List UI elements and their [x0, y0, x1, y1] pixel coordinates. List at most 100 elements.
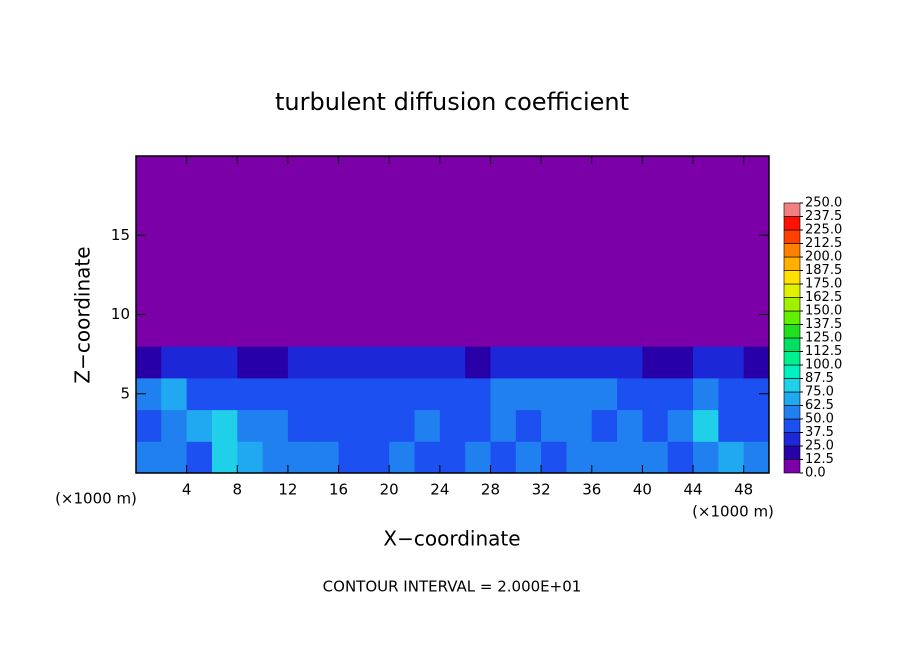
cell [186, 156, 213, 189]
cell [338, 377, 365, 411]
cell [414, 441, 441, 474]
cell [363, 409, 390, 442]
y-tick-label: 5 [120, 384, 130, 402]
cell [136, 409, 162, 442]
colorbar-label: 125.0 [805, 331, 842, 346]
colorbar-swatch [783, 324, 801, 339]
cell [313, 409, 340, 442]
cell [414, 282, 441, 315]
cell [338, 441, 365, 474]
cell [642, 251, 669, 284]
cell [591, 441, 618, 474]
colorbar-label: 225.0 [805, 223, 842, 238]
cell [566, 409, 593, 442]
colorbar-swatch [783, 310, 801, 325]
cell [338, 346, 365, 379]
cell [313, 346, 340, 379]
cell [237, 251, 264, 284]
cell [439, 441, 466, 474]
cell [287, 377, 314, 411]
cell [313, 187, 340, 220]
cell [693, 377, 719, 411]
cell [541, 346, 567, 379]
cell [262, 219, 289, 252]
cell [287, 409, 314, 442]
cell [211, 219, 238, 252]
colorbar-swatch [783, 391, 801, 406]
cell [313, 377, 340, 411]
cell [186, 441, 213, 474]
cell [136, 251, 162, 284]
cell [414, 377, 441, 411]
cell [389, 441, 416, 474]
colorbar-swatch [783, 378, 801, 393]
cell [591, 251, 618, 284]
cell [136, 346, 162, 379]
cell [161, 346, 188, 379]
cell [743, 346, 770, 379]
cell [161, 219, 188, 252]
cell [186, 346, 213, 379]
cell [338, 251, 365, 284]
cell [566, 187, 593, 220]
x-tick-label: 36 [582, 481, 601, 499]
colorbar-label: 37.5 [805, 425, 834, 440]
cell [262, 409, 289, 442]
cell [591, 377, 618, 411]
cell [439, 219, 466, 252]
cell [718, 156, 745, 189]
cell [287, 219, 314, 252]
cell [617, 377, 643, 411]
colorbar-label: 200.0 [805, 250, 842, 265]
cell [515, 441, 542, 474]
cell [743, 409, 770, 442]
cell [262, 156, 289, 189]
cell [515, 156, 542, 189]
cell [541, 219, 567, 252]
cell [541, 441, 567, 474]
cell [515, 282, 542, 315]
colorbar-swatch [783, 216, 801, 231]
cell [186, 377, 213, 411]
cell [642, 409, 669, 442]
colorbar-label: 50.0 [805, 412, 834, 427]
colorbar-label: 237.5 [805, 209, 842, 224]
cell [439, 314, 466, 347]
colorbar-swatch [783, 459, 801, 474]
colorbar-label: 62.5 [805, 398, 834, 413]
cell [718, 187, 745, 220]
x-unit: (×1000 m) [692, 503, 774, 521]
cell [566, 219, 593, 252]
cell [566, 156, 593, 189]
cell [617, 314, 643, 347]
cell [287, 346, 314, 379]
cell [465, 314, 491, 347]
colorbar-swatch [783, 270, 801, 285]
cell [515, 219, 542, 252]
colorbar-swatch [783, 243, 801, 258]
cell [490, 251, 517, 284]
x-unit: (×1000 m) [55, 490, 137, 508]
cell [161, 441, 188, 474]
colorbar-swatch [783, 405, 801, 420]
cell [667, 219, 694, 252]
cell [237, 377, 264, 411]
cell [389, 219, 416, 252]
cell [237, 187, 264, 220]
cell [693, 251, 719, 284]
cell [566, 314, 593, 347]
cell [414, 409, 441, 442]
y-tick-label: 15 [111, 226, 130, 244]
cell [642, 156, 669, 189]
cell [287, 251, 314, 284]
x-tick-label: 4 [182, 481, 192, 499]
colorbar-label: 175.0 [805, 277, 842, 292]
cell [718, 377, 745, 411]
cell [161, 377, 188, 411]
cell [693, 187, 719, 220]
cell [693, 282, 719, 315]
cell [591, 282, 618, 315]
colorbar-label: 137.5 [805, 317, 842, 332]
cell [693, 441, 719, 474]
colorbar-swatch [783, 337, 801, 352]
